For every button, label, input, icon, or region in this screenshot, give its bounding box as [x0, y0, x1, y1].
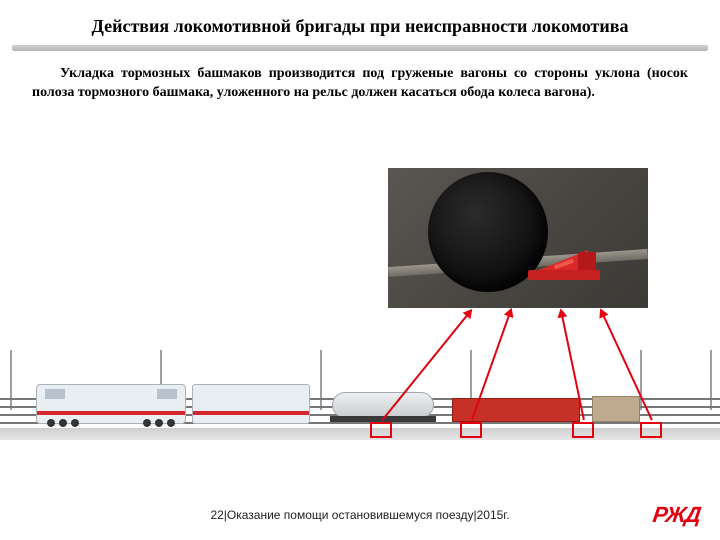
- chock-marker: [370, 422, 392, 438]
- slide-title: Действия локомотивной бригады при неиспр…: [0, 0, 720, 45]
- photo-brake-chock: [528, 246, 600, 280]
- hopper-car: [592, 396, 640, 422]
- locomotive: [36, 384, 186, 424]
- chock-marker: [460, 422, 482, 438]
- footer: 22|Оказание помощи остановившемуся поезд…: [0, 502, 720, 530]
- track-ground: [0, 428, 720, 440]
- coach-car: [192, 384, 310, 424]
- chock-marker: [640, 422, 662, 438]
- train-diagram: [0, 328, 720, 458]
- body-paragraph: Укладка тормозных башмаков производится …: [0, 65, 720, 103]
- chock-marker: [572, 422, 594, 438]
- tank-car: [332, 392, 434, 418]
- rzd-logo: РЖД: [653, 502, 700, 528]
- title-underline: [12, 45, 708, 51]
- footer-text: 22|Оказание помощи остановившемуся поезд…: [0, 508, 720, 522]
- brake-chock-photo: [388, 168, 648, 308]
